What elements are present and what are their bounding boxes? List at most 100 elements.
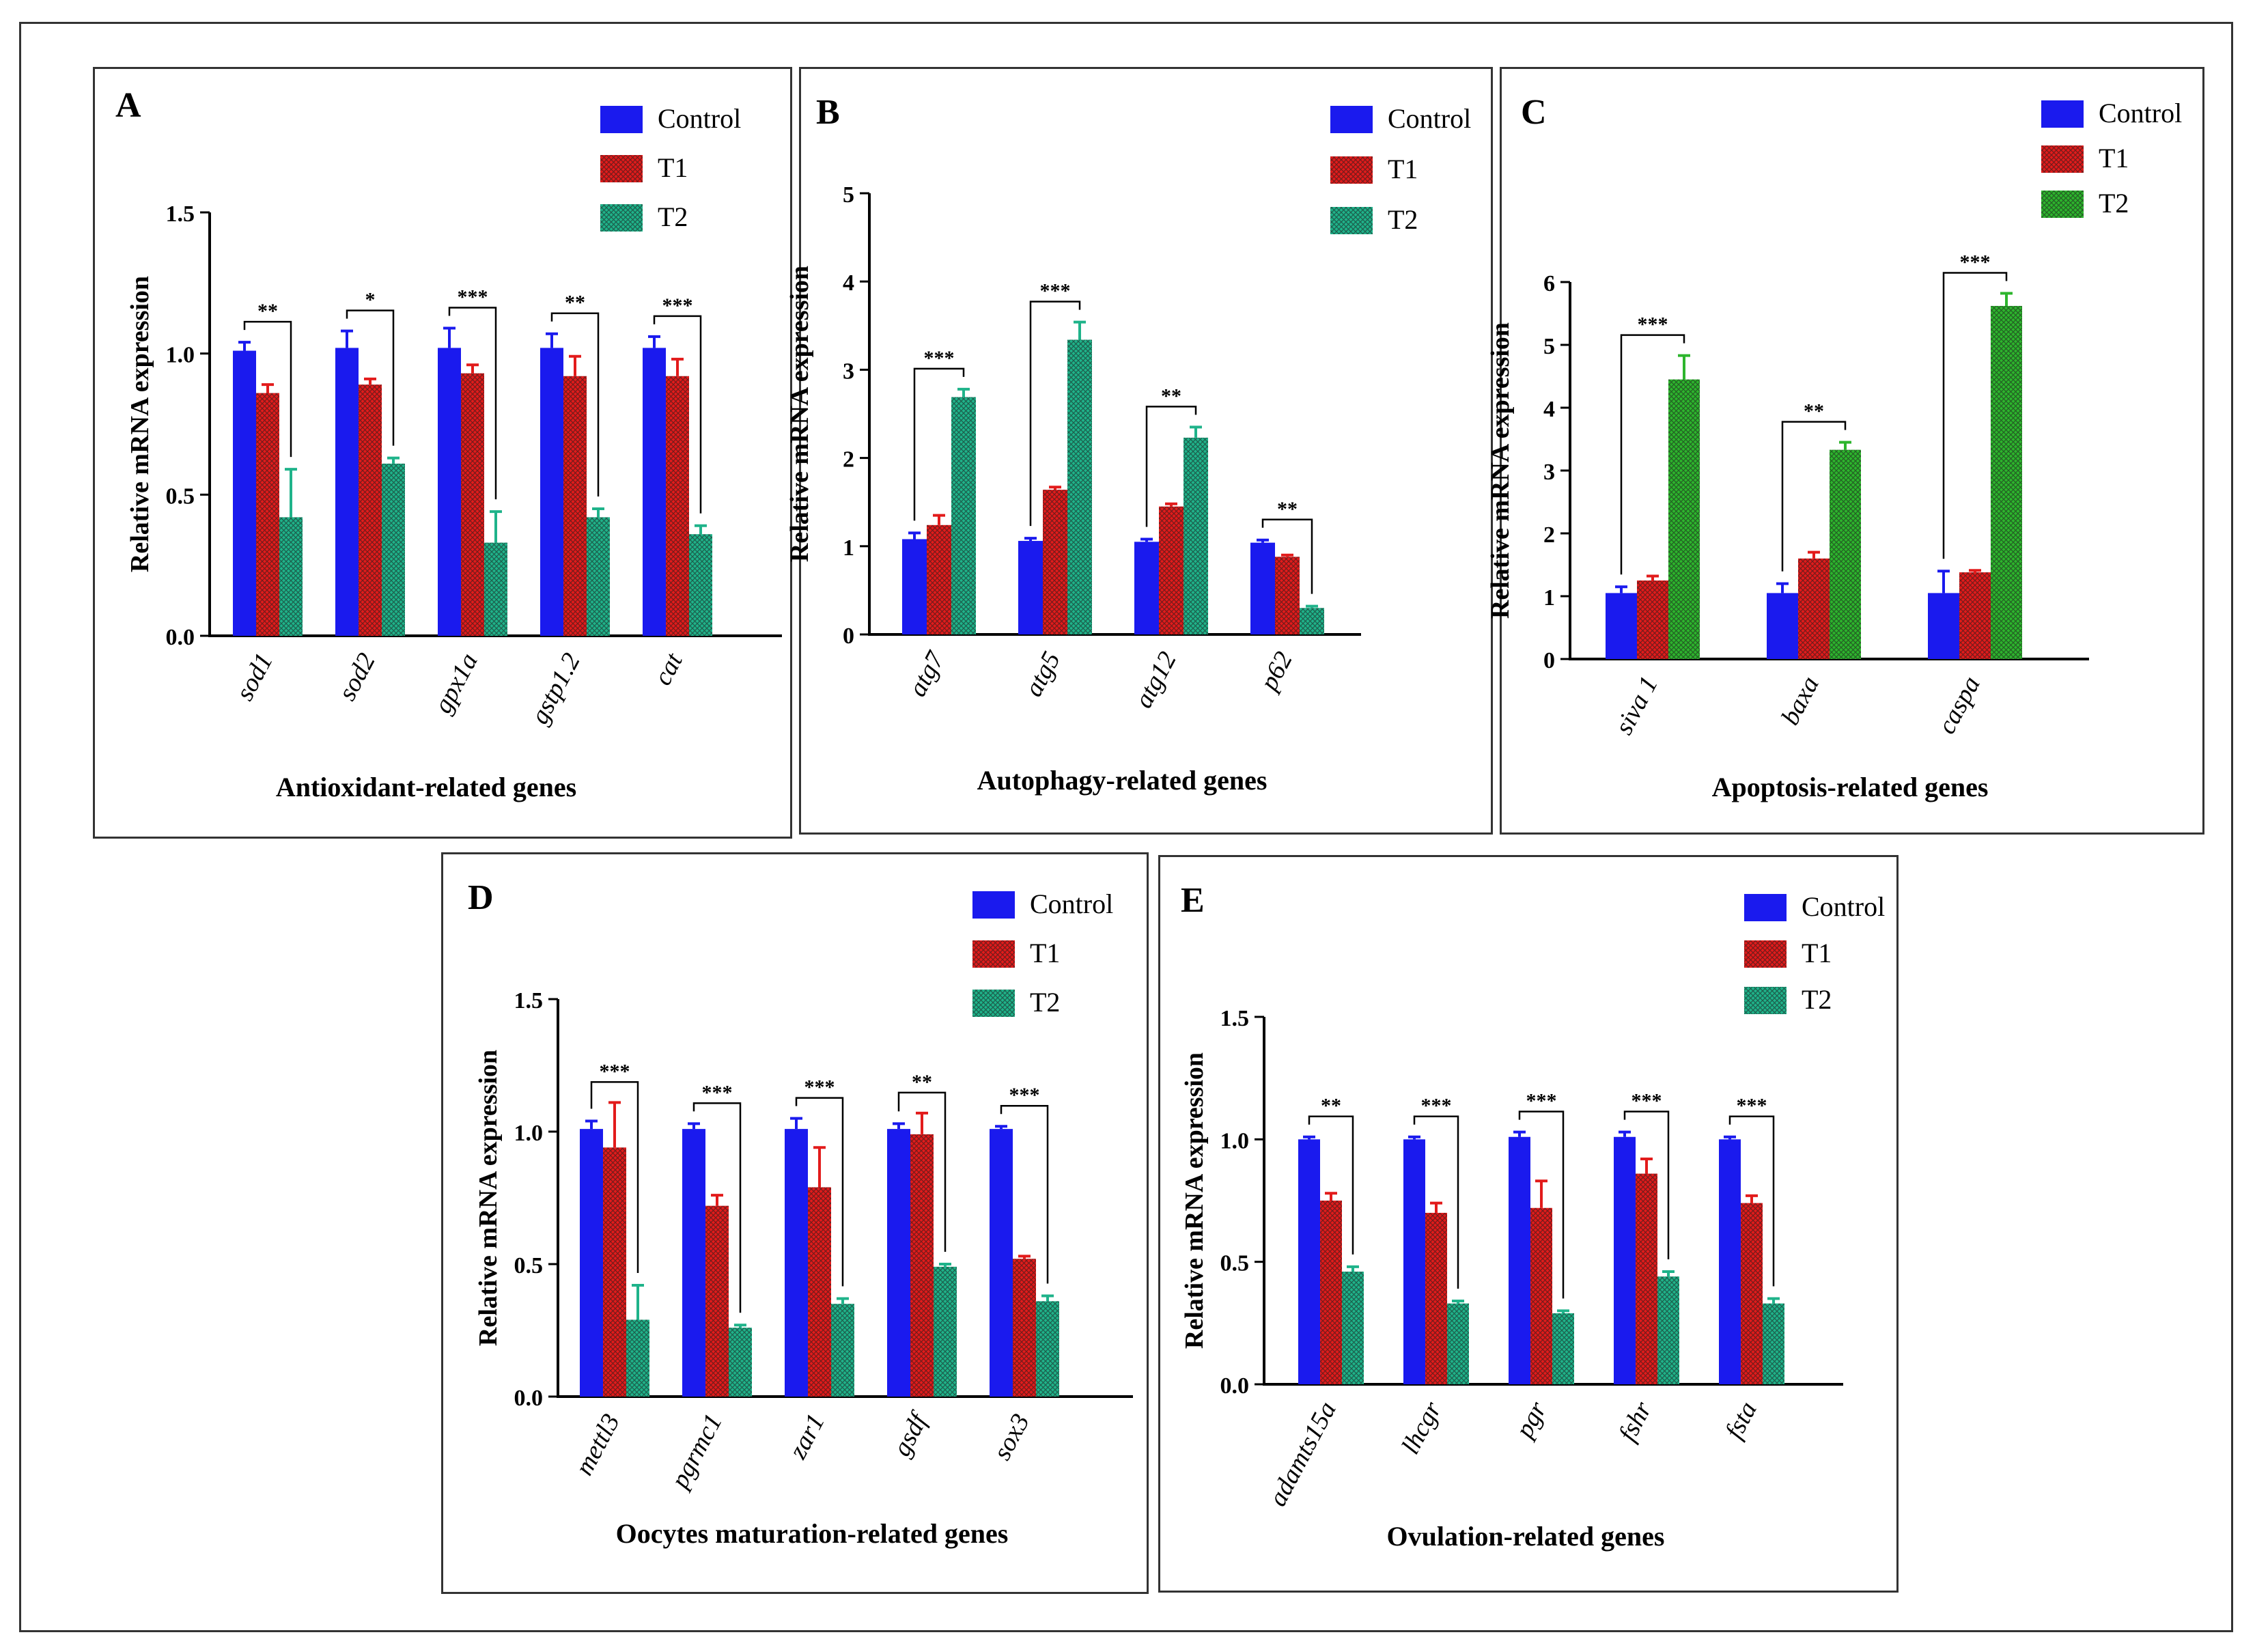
- panel-d-x-tick-label-zar1: zar1: [783, 1410, 830, 1464]
- panel-e-y-tick-label: 0.0: [1220, 1373, 1250, 1399]
- panel-a-bar-sod2-control: [335, 348, 359, 636]
- panel-d-sig-bracket-gsdf: [897, 1091, 947, 1252]
- panel-e-bar-fsta-control: [1719, 1139, 1741, 1384]
- panel-a-bar-cat-t1: [666, 376, 689, 636]
- panel-b-bar-atg7-control: [902, 539, 927, 634]
- panel-d-sig-label-pgrmc1: ***: [702, 1081, 733, 1104]
- panel-b-letter: B: [816, 93, 840, 132]
- panel-c-sig-label-siva-1: ***: [1638, 313, 1668, 336]
- panel-c-y-tick-label: 5: [1543, 334, 1555, 359]
- panel-a-bar-gstp1-2-control: [540, 348, 563, 636]
- panel-d-sig-label-sox3: ***: [1009, 1084, 1040, 1106]
- panel-b-chart: B Control T1 T2 0 1 2 3 4 5 Relative mRNA expressi…: [785, 93, 1471, 796]
- panel-b-sig-bracket-atg5: [1029, 300, 1081, 527]
- panel-b-x-tick-label-atg5: atg5: [1019, 647, 1066, 701]
- panel-d-legend-swatch-t2: [972, 990, 1015, 1017]
- panel-a-bar-sod2-t1: [359, 384, 382, 636]
- panel-b-sig-bracket-atg12: [1145, 406, 1197, 527]
- panel-c-bar-baxa-t1: [1798, 558, 1830, 659]
- panel-d-sig-label-gsdf: **: [912, 1071, 932, 1093]
- panel-c-y-tick-label: 1: [1543, 585, 1555, 611]
- panel-e-sig-bracket-lhcgr: [1413, 1115, 1459, 1289]
- panel-e-sig-bracket-adamts15a: [1308, 1115, 1354, 1255]
- panel-c-sig-label-caspa: ***: [1960, 251, 1991, 274]
- panel-e-x-tick-label-pgr: pgr: [1509, 1397, 1552, 1444]
- panel-a-sig-bracket-gpx1a: [448, 307, 497, 500]
- panel-d-legend-label-control: Control: [1030, 888, 1113, 919]
- panel-e-x-tick-label-fsta: fsta: [1720, 1397, 1763, 1444]
- panel-b-bar-atg12-t2: [1183, 437, 1208, 634]
- panel-a-x-axis-label: Antioxidant-related genes: [276, 772, 576, 802]
- panel-b-bar-p62-control: [1250, 542, 1275, 634]
- panel-a-legend-label-t1: T1: [658, 152, 688, 183]
- panel-e-legend-swatch-t2: [1744, 987, 1787, 1014]
- panel-e-sig-label-adamts15a: **: [1321, 1095, 1341, 1117]
- panel-d-y-tick-label: 0.0: [514, 1386, 544, 1411]
- panel-e-letter: E: [1181, 881, 1205, 920]
- panel-d-legend-label-t2: T2: [1030, 987, 1060, 1018]
- panel-e-legend-swatch-t1: [1744, 940, 1787, 968]
- panel-a-bar-sod1-t2: [279, 517, 303, 636]
- panel-c-bar-siva-1-control: [1606, 593, 1637, 659]
- panel-c-x-tick-label-siva-1: siva 1: [1610, 672, 1664, 740]
- panel-b-y-tick-label: 1: [843, 535, 854, 561]
- panel-d-x-tick-label-mettl3: mettl3: [570, 1410, 626, 1481]
- panel-b-legend-label-t1: T1: [1388, 154, 1418, 184]
- panel-b-bar-atg7-t2: [951, 397, 976, 634]
- panel-a-sig-label-cat: ***: [662, 294, 693, 317]
- panel-d-bar-sox3-t1: [1013, 1259, 1036, 1397]
- panel-d-bar-zar1-t1: [808, 1187, 831, 1397]
- panel-a-legend-label-control: Control: [658, 103, 741, 134]
- panel-e-bar-adamts15a-t1: [1320, 1201, 1342, 1384]
- panel-d-bar-gsdf-t2: [934, 1266, 957, 1397]
- panel-d-x-axis-label: Oocytes maturation-related genes: [616, 1518, 1009, 1549]
- panel-e-bar-adamts15a-control: [1298, 1139, 1320, 1384]
- panel-a-legend-swatch-t2: [600, 204, 643, 232]
- panel-e-chart: E Control T1 T2 0.0 0.5 1.0 1.5 Relative mRNA ex…: [1180, 881, 1885, 1552]
- panel-a: A Control T1 T2 0.0 0.5 1.0 1.5 Relative mRNA ex…: [93, 67, 792, 839]
- panel-b-y-tick-label: 2: [843, 447, 854, 473]
- panel-e-bar-fsta-t2: [1763, 1303, 1784, 1384]
- panel-b-bar-atg7-t1: [927, 524, 951, 634]
- panel-a-bar-gstp1-2-t2: [587, 517, 610, 636]
- panel-c-legend-swatch-control: [2041, 100, 2084, 128]
- panel-d-bar-mettl3-t2: [626, 1319, 649, 1397]
- panel-e-y-axis-label: Relative mRNA expression: [1180, 1052, 1209, 1349]
- panel-b-bar-atg5-control: [1018, 541, 1043, 634]
- panel-c-legend-swatch-t2: [2041, 191, 2084, 218]
- panel-d-legend-label-t1: T1: [1030, 938, 1060, 968]
- panel-c-x-tick-label-baxa: baxa: [1776, 672, 1825, 730]
- panel-c-y-axis-label: Relative mRNA expression: [1486, 322, 1515, 619]
- panel-d-chart: D Control T1 T2 0.0 0.5 1.0 1.5 Relative mRNA ex…: [468, 878, 1133, 1549]
- panel-e-x-tick-label-fshr: fshr: [1613, 1397, 1657, 1446]
- panel-b-sig-label-atg5: ***: [1040, 280, 1071, 303]
- panel-c-bar-caspa-t2: [1991, 305, 2022, 660]
- panel-d-legend-swatch-t1: [972, 940, 1015, 968]
- panel-c-y-tick-label: 4: [1543, 397, 1555, 422]
- panel-b-legend-swatch-control: [1330, 106, 1373, 133]
- panel-b-bar-atg12-control: [1134, 542, 1159, 634]
- panel-a-bar-sod1-t1: [256, 393, 279, 636]
- panel-a-sig-label-sod1: **: [257, 300, 278, 322]
- panel-a-sig-label-sod2: *: [365, 289, 376, 311]
- panel-d: D Control T1 T2 0.0 0.5 1.0 1.5 Relative mRNA ex…: [441, 852, 1149, 1594]
- panel-b-bar-atg5-t1: [1043, 490, 1067, 634]
- panel-b-x-axis-label: Autophagy-related genes: [977, 765, 1267, 796]
- panel-c-legend-label-control: Control: [2099, 98, 2182, 128]
- panel-a-sig-bracket-cat: [653, 315, 702, 514]
- panel-b-sig-label-p62: **: [1277, 498, 1298, 520]
- panel-c-sig-bracket-siva-1: [1620, 334, 1685, 575]
- panel-e-x-tick-label-lhcgr: lhcgr: [1396, 1397, 1447, 1459]
- panel-a-sig-bracket-sod1: [243, 320, 292, 458]
- panel-d-letter: D: [468, 878, 494, 917]
- panel-a-x-tick-label-gstp1-2: gstp1.2: [525, 649, 586, 729]
- panel-c-bar-baxa-t2: [1830, 449, 1861, 659]
- panel-c-bar-siva-1-t1: [1637, 580, 1668, 659]
- panel-c-legend-label-t2: T2: [2099, 188, 2129, 219]
- panel-e-legend-label-control: Control: [1802, 891, 1885, 922]
- panel-a-legend-label-t2: T2: [658, 201, 688, 232]
- panel-e-bar-pgr-control: [1509, 1136, 1530, 1384]
- panel-a-y-axis-label: Relative mRNA expression: [126, 276, 154, 572]
- figure-frame: [19, 22, 2233, 1632]
- panel-a-letter: A: [115, 86, 141, 125]
